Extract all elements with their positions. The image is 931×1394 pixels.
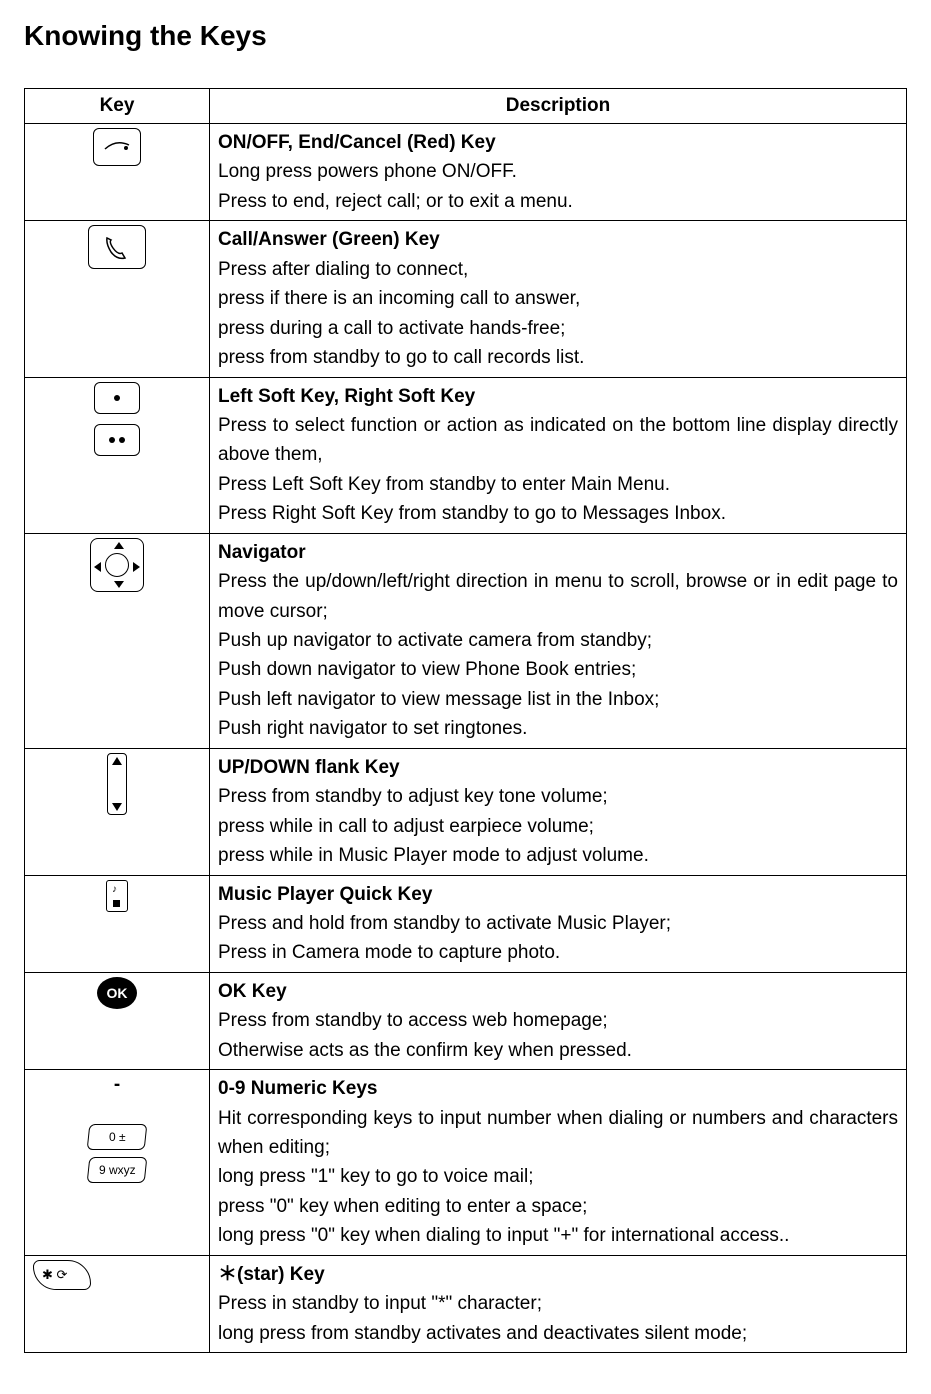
soft-key-desc: Left Soft Key, Right Soft Key Press to s… xyxy=(210,377,907,533)
right-soft-key-icon xyxy=(94,424,140,456)
desc-line: press "0" key when editing to enter a sp… xyxy=(218,1192,898,1221)
desc-line: press from standby to go to call records… xyxy=(218,343,898,372)
header-key: Key xyxy=(25,89,210,124)
desc-line: press during a call to activate hands-fr… xyxy=(218,314,898,343)
desc-title: Call/Answer (Green) Key xyxy=(218,225,898,254)
call-key-icon xyxy=(88,225,146,269)
desc-title: UP/DOWN flank Key xyxy=(218,753,898,782)
star-key-icon: ✱ ⟳ xyxy=(33,1260,91,1290)
flank-key-cell xyxy=(25,748,210,875)
desc-title: ON/OFF, End/Cancel (Red) Key xyxy=(218,128,898,157)
zero-key-icon: 0 ± xyxy=(87,1124,148,1150)
desc-line: Otherwise acts as the confirm key when p… xyxy=(218,1036,898,1065)
ok-key-desc: OK Key Press from standby to access web … xyxy=(210,972,907,1069)
desc-line: Press from standby to adjust key tone vo… xyxy=(218,782,898,811)
table-row: UP/DOWN flank Key Press from standby to … xyxy=(25,748,907,875)
desc-line: press if there is an incoming call to an… xyxy=(218,284,898,313)
table-row: ♪ Music Player Quick Key Press and hold … xyxy=(25,875,907,972)
desc-line: Press and hold from standby to activate … xyxy=(218,909,898,938)
numeric-key-desc: 0-9 Numeric Keys Hit corresponding keys … xyxy=(210,1070,907,1256)
desc-line: Press from standby to access web homepag… xyxy=(218,1006,898,1035)
desc-line: long press "0" key when dialing to input… xyxy=(218,1221,898,1250)
desc-line: Press the up/down/left/right direction i… xyxy=(218,567,898,626)
flank-key-icon xyxy=(107,753,127,815)
end-key-cell xyxy=(25,124,210,221)
desc-line: press while in Music Player mode to adju… xyxy=(218,841,898,870)
table-row: Navigator Press the up/down/left/right d… xyxy=(25,533,907,748)
desc-line: Push right navigator to set ringtones. xyxy=(218,714,898,743)
desc-line: Press in Camera mode to capture photo. xyxy=(218,938,898,967)
desc-title: ＊(star) Key xyxy=(218,1260,898,1289)
call-key-cell xyxy=(25,221,210,377)
soft-key-cell xyxy=(25,377,210,533)
desc-title: Left Soft Key, Right Soft Key xyxy=(218,382,898,411)
desc-line: Press in standby to input "*" character; xyxy=(218,1289,898,1318)
desc-line: Hit corresponding keys to input number w… xyxy=(218,1104,898,1163)
desc-line: Push up navigator to activate camera fro… xyxy=(218,626,898,655)
navigator-key-icon xyxy=(90,538,144,592)
header-description: Description xyxy=(210,89,907,124)
flank-key-desc: UP/DOWN flank Key Press from standby to … xyxy=(210,748,907,875)
call-key-desc: Call/Answer (Green) Key Press after dial… xyxy=(210,221,907,377)
desc-title: 0-9 Numeric Keys xyxy=(218,1074,898,1103)
page-title: Knowing the Keys xyxy=(24,20,907,52)
star-key-desc: ＊(star) Key Press in standby to input "*… xyxy=(210,1255,907,1352)
desc-line: Press Right Soft Key from standby to go … xyxy=(218,499,898,528)
end-key-desc: ON/OFF, End/Cancel (Red) Key Long press … xyxy=(210,124,907,221)
table-header-row: Key Description xyxy=(25,89,907,124)
table-row: - 0 ± ˇ 9 wxyz 0-9 Numeric Keys Hit corr… xyxy=(25,1070,907,1256)
music-key-cell: ♪ xyxy=(25,875,210,972)
desc-title: Music Player Quick Key xyxy=(218,880,898,909)
table-row: Call/Answer (Green) Key Press after dial… xyxy=(25,221,907,377)
table-row: Left Soft Key, Right Soft Key Press to s… xyxy=(25,377,907,533)
desc-line: Push left navigator to view message list… xyxy=(218,685,898,714)
music-key-icon: ♪ xyxy=(106,880,128,912)
desc-line: Press to select function or action as in… xyxy=(218,411,898,470)
nine-key-icon: 9 wxyz xyxy=(87,1157,148,1183)
desc-line: Long press powers phone ON/OFF. xyxy=(218,157,898,186)
star-key-cell: ✱ ⟳ xyxy=(25,1255,210,1352)
desc-line: press while in call to adjust earpiece v… xyxy=(218,812,898,841)
numeric-key-cell: - 0 ± ˇ 9 wxyz xyxy=(25,1070,210,1256)
ok-key-cell: OK xyxy=(25,972,210,1069)
numeric-dash: - xyxy=(114,1074,120,1096)
desc-line: Press after dialing to connect, xyxy=(218,255,898,284)
desc-line: Push down navigator to view Phone Book e… xyxy=(218,655,898,684)
music-key-desc: Music Player Quick Key Press and hold fr… xyxy=(210,875,907,972)
table-row: ✱ ⟳ ＊(star) Key Press in standby to inpu… xyxy=(25,1255,907,1352)
desc-line: Press to end, reject call; or to exit a … xyxy=(218,187,898,216)
table-row: OK OK Key Press from standby to access w… xyxy=(25,972,907,1069)
end-key-icon xyxy=(93,128,141,166)
keys-table: Key Description ON/OFF, End/Cancel (Red)… xyxy=(24,88,907,1353)
ok-key-icon: OK xyxy=(97,977,137,1009)
left-soft-key-icon xyxy=(94,382,140,414)
navigator-key-cell xyxy=(25,533,210,748)
desc-line: Press Left Soft Key from standby to ente… xyxy=(218,470,898,499)
desc-line: long press "1" key to go to voice mail; xyxy=(218,1162,898,1191)
desc-line: long press from standby activates and de… xyxy=(218,1319,898,1348)
desc-title: Navigator xyxy=(218,538,898,567)
table-row: ON/OFF, End/Cancel (Red) Key Long press … xyxy=(25,124,907,221)
desc-title: OK Key xyxy=(218,977,898,1006)
navigator-key-desc: Navigator Press the up/down/left/right d… xyxy=(210,533,907,748)
